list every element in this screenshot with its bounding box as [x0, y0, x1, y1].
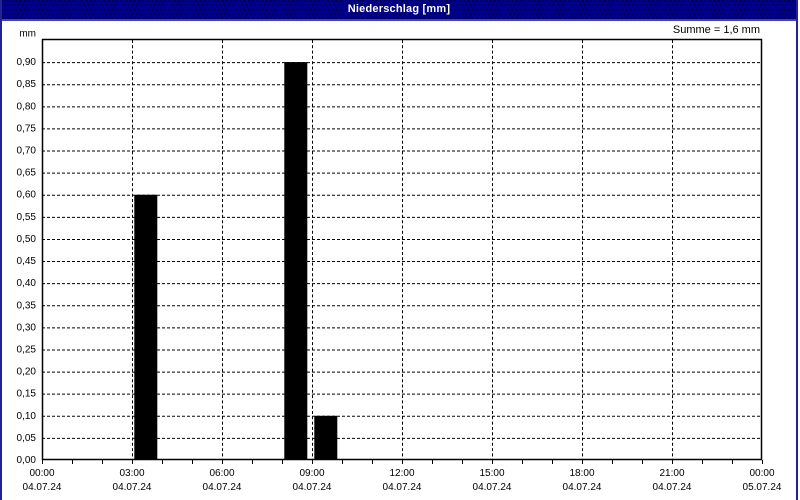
- svg-text:00:00: 00:00: [749, 468, 774, 479]
- svg-text:0,90: 0,90: [17, 57, 37, 68]
- svg-text:0,75: 0,75: [17, 123, 37, 134]
- svg-text:18:00: 18:00: [569, 468, 594, 479]
- svg-text:06:00: 06:00: [209, 468, 234, 479]
- svg-text:0,65: 0,65: [17, 168, 37, 179]
- svg-text:04.07.24: 04.07.24: [653, 482, 692, 493]
- svg-text:00:00: 00:00: [29, 468, 54, 479]
- svg-text:0,70: 0,70: [17, 146, 37, 157]
- svg-text:mm: mm: [19, 29, 36, 40]
- svg-text:05.07.24: 05.07.24: [743, 482, 782, 493]
- svg-text:0,30: 0,30: [17, 322, 37, 333]
- svg-text:21:00: 21:00: [659, 468, 684, 479]
- svg-text:0,60: 0,60: [17, 190, 37, 201]
- svg-text:04.07.24: 04.07.24: [293, 482, 332, 493]
- svg-text:0,40: 0,40: [17, 278, 37, 289]
- svg-text:04.07.24: 04.07.24: [473, 482, 512, 493]
- svg-text:09:00: 09:00: [299, 468, 324, 479]
- svg-text:04.07.24: 04.07.24: [113, 482, 152, 493]
- svg-text:04.07.24: 04.07.24: [563, 482, 602, 493]
- svg-text:0,45: 0,45: [17, 256, 37, 267]
- svg-text:0,10: 0,10: [17, 411, 37, 422]
- svg-text:12:00: 12:00: [389, 468, 414, 479]
- svg-text:04.07.24: 04.07.24: [203, 482, 242, 493]
- svg-text:0,25: 0,25: [17, 344, 37, 355]
- svg-text:0,80: 0,80: [17, 101, 37, 112]
- svg-text:0,55: 0,55: [17, 212, 37, 223]
- svg-text:0,20: 0,20: [17, 367, 37, 378]
- svg-text:0,05: 0,05: [17, 433, 37, 444]
- svg-text:04.07.24: 04.07.24: [23, 482, 62, 493]
- svg-text:0,50: 0,50: [17, 234, 37, 245]
- svg-text:15:00: 15:00: [479, 468, 504, 479]
- svg-text:0,00: 0,00: [17, 455, 37, 466]
- svg-text:0,35: 0,35: [17, 300, 37, 311]
- svg-text:04.07.24: 04.07.24: [383, 482, 422, 493]
- svg-text:0,85: 0,85: [17, 79, 37, 90]
- svg-text:03:00: 03:00: [119, 468, 144, 479]
- svg-text:0,15: 0,15: [17, 389, 37, 400]
